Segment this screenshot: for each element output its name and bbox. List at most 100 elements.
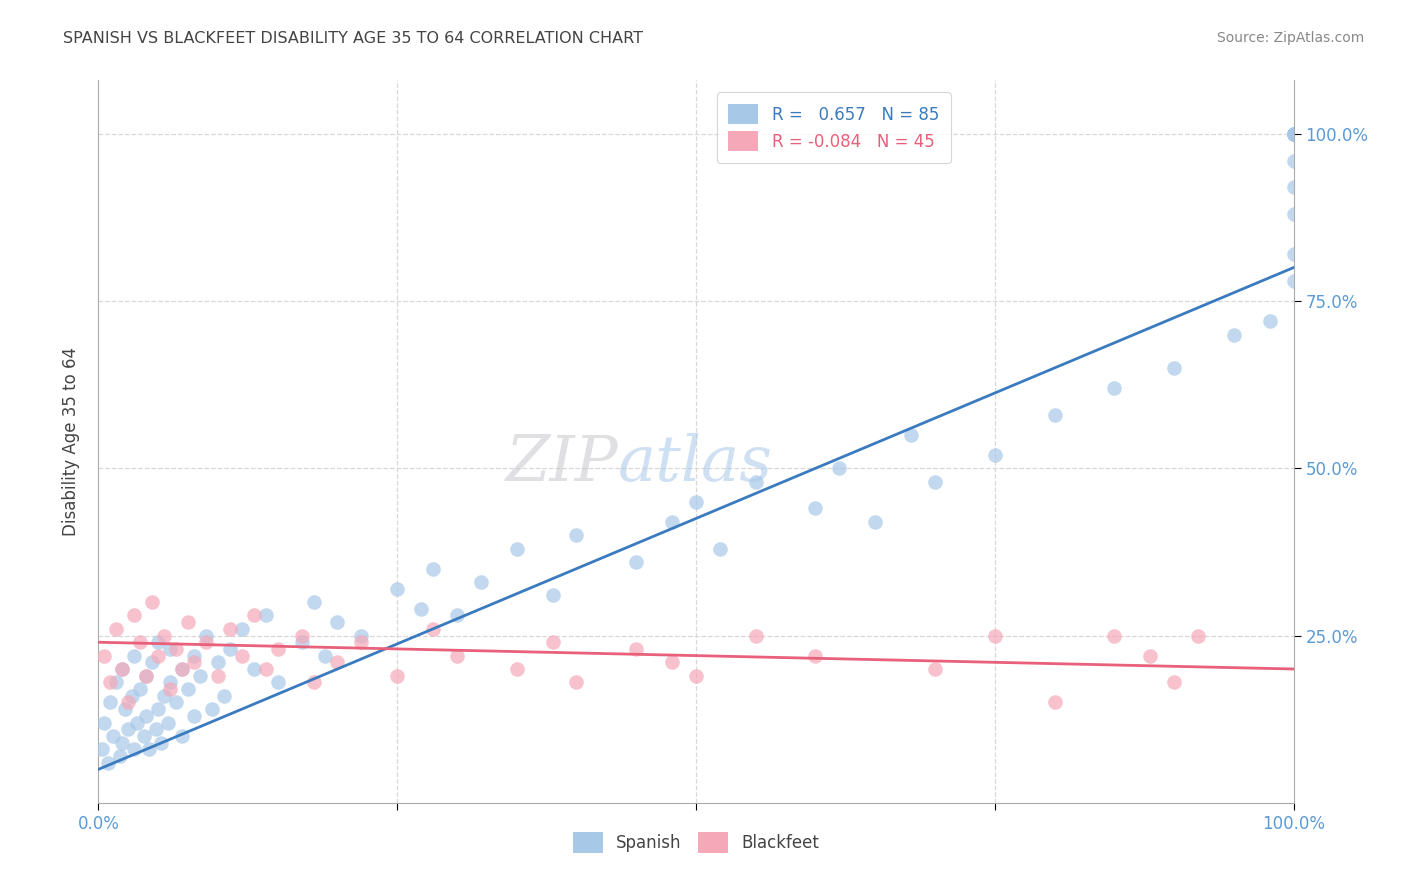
Point <box>97 756 120 770</box>
Point <box>291 635 314 649</box>
Point <box>145 723 167 737</box>
Point <box>506 662 529 676</box>
Point <box>195 628 218 642</box>
Point <box>565 675 588 690</box>
Point <box>1139 648 1161 663</box>
Point <box>1258 314 1281 328</box>
Point <box>219 642 242 657</box>
Point <box>1282 127 1305 141</box>
Point <box>148 648 170 663</box>
Point <box>984 628 1007 642</box>
Point <box>172 662 194 676</box>
Point <box>243 662 266 676</box>
Point <box>804 648 827 663</box>
Point <box>117 696 139 710</box>
Point <box>195 635 218 649</box>
Point <box>541 635 564 649</box>
Point <box>125 715 148 730</box>
Point <box>188 669 211 683</box>
Text: Source: ZipAtlas.com: Source: ZipAtlas.com <box>1216 31 1364 45</box>
Point <box>350 635 373 649</box>
Point <box>302 595 325 609</box>
Point <box>135 669 157 683</box>
Point <box>183 708 205 723</box>
Point <box>291 628 314 642</box>
Point <box>541 589 564 603</box>
Point <box>924 475 946 489</box>
Point <box>1282 153 1305 168</box>
Point <box>111 735 134 749</box>
Point <box>159 642 181 657</box>
Point <box>661 655 683 669</box>
Point <box>1104 381 1126 395</box>
Point <box>207 655 229 669</box>
Point <box>984 448 1007 462</box>
Point <box>385 582 409 596</box>
Point <box>745 475 768 489</box>
Point <box>1104 628 1126 642</box>
Point <box>685 669 707 683</box>
Point <box>93 648 115 663</box>
Point <box>267 642 290 657</box>
Point <box>924 662 946 676</box>
Point <box>135 708 157 723</box>
Point <box>745 628 768 642</box>
Point <box>1043 696 1066 710</box>
Point <box>326 655 349 669</box>
Point <box>1282 274 1305 288</box>
Point <box>183 648 205 663</box>
Point <box>326 615 349 630</box>
Point <box>1282 127 1305 141</box>
Point <box>207 669 229 683</box>
Point <box>1043 408 1066 422</box>
Point <box>159 675 181 690</box>
Point <box>172 662 194 676</box>
Point <box>804 501 827 516</box>
Point <box>446 608 468 623</box>
Point <box>124 648 146 663</box>
Point <box>1282 247 1305 261</box>
Point <box>243 608 266 623</box>
Point <box>626 555 648 569</box>
Point <box>1187 628 1209 642</box>
Point <box>165 696 187 710</box>
Point <box>254 662 277 676</box>
Point <box>1282 127 1305 141</box>
Point <box>201 702 224 716</box>
Point <box>156 715 179 730</box>
Point <box>117 723 139 737</box>
Legend: Spanish, Blackfeet: Spanish, Blackfeet <box>567 826 825 860</box>
Point <box>114 702 136 716</box>
Point <box>385 669 409 683</box>
Point <box>1282 180 1305 194</box>
Point <box>302 675 325 690</box>
Point <box>129 681 152 696</box>
Point <box>422 562 444 576</box>
Point <box>315 648 337 663</box>
Point <box>124 608 146 623</box>
Point <box>350 628 373 642</box>
Point <box>1282 127 1305 141</box>
Point <box>105 622 128 636</box>
Point <box>470 575 492 590</box>
Point <box>1282 207 1305 221</box>
Point <box>865 515 887 529</box>
Point <box>709 541 731 556</box>
Point <box>1223 327 1246 342</box>
Point <box>149 735 172 749</box>
Point <box>153 689 176 703</box>
Point <box>93 715 115 730</box>
Text: ZIP: ZIP <box>506 433 619 494</box>
Point <box>138 742 160 756</box>
Text: atlas: atlas <box>619 433 773 494</box>
Point <box>101 729 124 743</box>
Point <box>685 494 707 508</box>
Point <box>183 655 205 669</box>
Point <box>172 729 194 743</box>
Point <box>108 749 131 764</box>
Point <box>153 628 176 642</box>
Point <box>124 742 146 756</box>
Point <box>231 622 253 636</box>
Point <box>446 648 468 663</box>
Point <box>267 675 290 690</box>
